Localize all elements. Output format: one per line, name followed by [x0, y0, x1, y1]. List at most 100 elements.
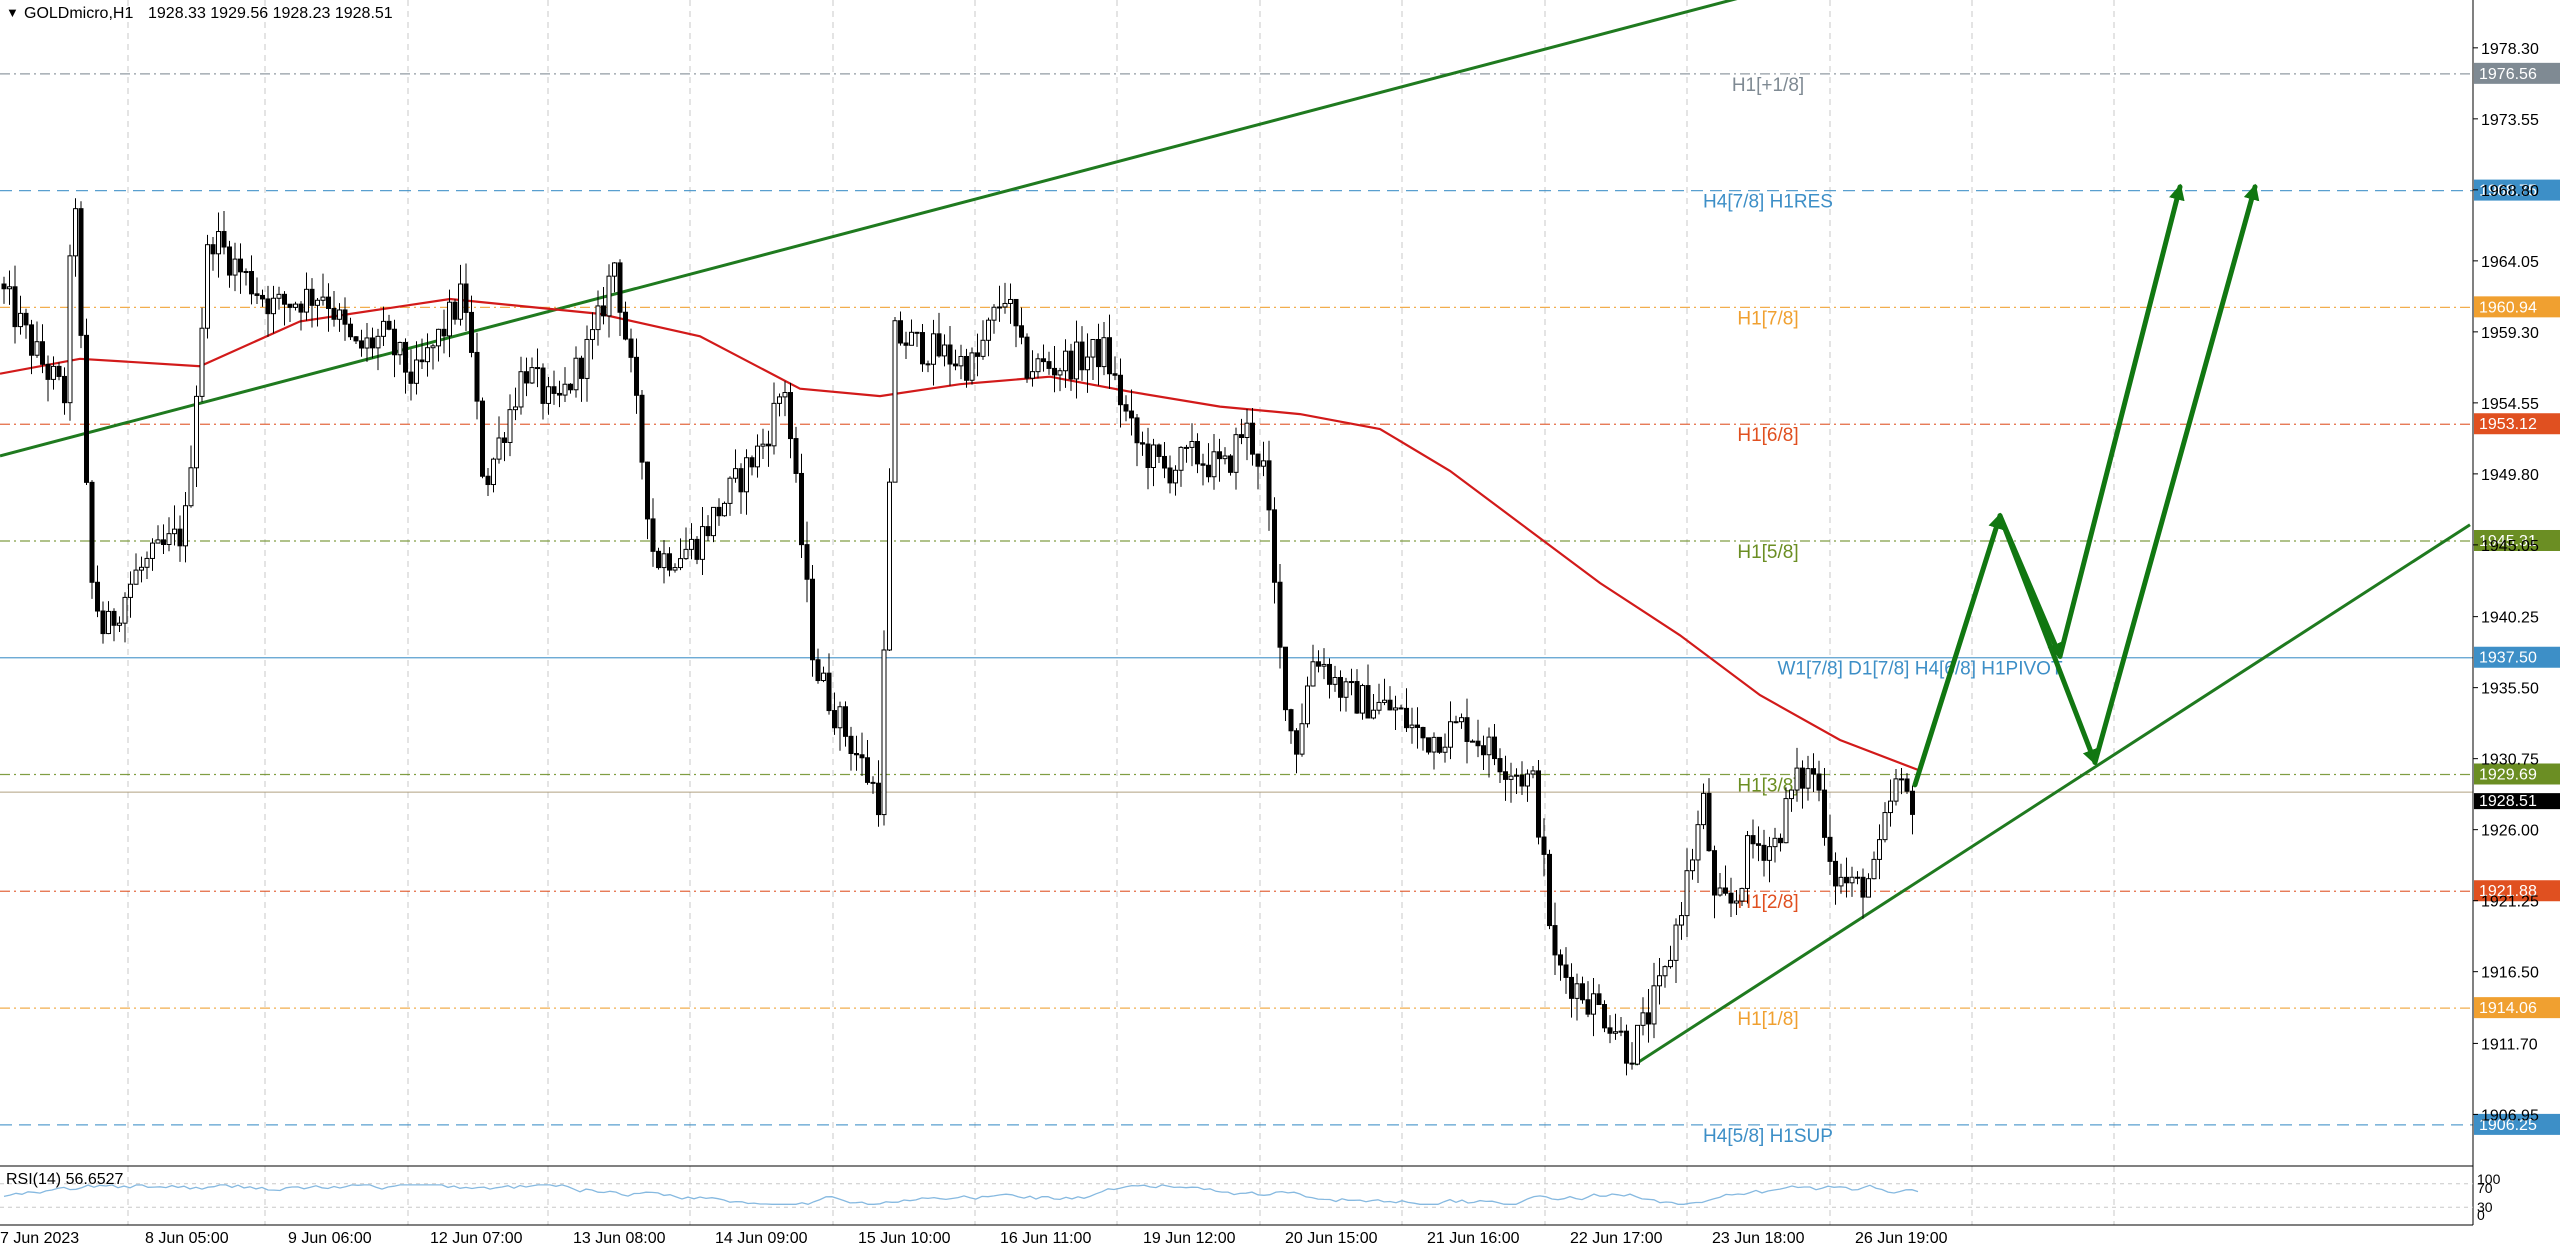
- candle-body: [84, 334, 89, 483]
- candle-body: [1134, 417, 1140, 444]
- x-tick-label: 26 Jun 19:00: [1855, 1230, 1948, 1247]
- candle-body: [969, 352, 975, 381]
- candle-body: [1767, 846, 1772, 861]
- projection-arrow[interactable]: [2092, 183, 2260, 765]
- y-tick-label: 1926.00: [2481, 823, 2539, 840]
- candle-body: [1591, 993, 1596, 1015]
- candle-body: [1338, 676, 1343, 698]
- rsi-level-100: 100: [2477, 1171, 2501, 1187]
- candle-body: [1382, 699, 1387, 703]
- candle-body: [1052, 367, 1057, 376]
- candle-body: [1409, 724, 1415, 729]
- projection-arrow[interactable]: [1912, 512, 2004, 788]
- candle-body: [397, 341, 403, 356]
- candle-body: [1239, 434, 1244, 439]
- rsi-level-30: 30: [2477, 1199, 2493, 1215]
- candle-body: [1690, 859, 1695, 872]
- candle-body: [419, 359, 425, 363]
- candle-body: [1486, 736, 1492, 756]
- candle-body: [1525, 773, 1530, 787]
- symbol-label: GOLDmicro,H1: [24, 5, 133, 22]
- candle-body: [502, 437, 507, 443]
- trendline[interactable]: [0, 0, 1760, 458]
- candle-body: [661, 553, 667, 569]
- candle-body: [1404, 707, 1409, 729]
- rsi-level-0: 0: [2477, 1207, 2485, 1223]
- candle-body: [1327, 663, 1332, 685]
- candle-body: [1393, 707, 1398, 711]
- candle-body: [1321, 663, 1327, 667]
- candle-body: [760, 443, 766, 447]
- candle-body: [1079, 341, 1085, 371]
- candle-body: [1794, 767, 1800, 791]
- candle-body: [1156, 444, 1162, 457]
- candle-body: [1514, 774, 1519, 777]
- candle-body: [1008, 298, 1013, 304]
- candle-body: [529, 367, 535, 384]
- price-tag-bg: [2474, 1113, 2560, 1135]
- candle-body: [1283, 646, 1288, 711]
- candle-body: [463, 283, 469, 313]
- candle-body: [1475, 740, 1481, 747]
- candle-body: [1838, 876, 1844, 887]
- candle-body: [1871, 858, 1877, 880]
- candle-body: [1206, 464, 1211, 478]
- candle-body: [23, 312, 29, 326]
- candle-body: [711, 506, 716, 537]
- candle-body: [1426, 737, 1431, 753]
- candle-body: [898, 320, 903, 344]
- projection-arrow[interactable]: [1997, 513, 2098, 766]
- candle-body: [727, 477, 733, 504]
- candle-body: [793, 438, 799, 474]
- candle-body: [997, 306, 1002, 309]
- candle-body: [1536, 770, 1541, 838]
- price-tag-bg: [2474, 529, 2560, 551]
- candle-body: [221, 231, 227, 248]
- candle-body: [876, 782, 881, 816]
- candle-body: [1910, 790, 1915, 815]
- candle-body: [265, 298, 271, 315]
- candle-body: [1266, 460, 1272, 511]
- candle-body: [34, 341, 40, 356]
- candle-body: [1739, 887, 1745, 902]
- candle-body: [45, 363, 51, 380]
- candle-body: [1255, 453, 1261, 467]
- price-tag-bg: [2474, 413, 2560, 435]
- candle-body: [375, 335, 381, 349]
- candle-body: [584, 338, 590, 379]
- candle-body: [518, 371, 524, 408]
- candle-body: [1893, 778, 1899, 802]
- candle-body: [1200, 463, 1206, 466]
- price-tag: 1937.50: [2479, 650, 2537, 667]
- candle-body: [1096, 338, 1101, 368]
- x-tick-label: 16 Jun 11:00: [1000, 1230, 1091, 1247]
- level-label: H4[5/8] H1SUP: [1703, 1126, 1833, 1147]
- trendline[interactable]: [1634, 523, 2471, 1066]
- candle-body: [931, 333, 936, 365]
- candle-body: [7, 286, 12, 290]
- candle-body: [1695, 824, 1701, 861]
- price-tag-bg: [2474, 179, 2560, 201]
- candle-body: [535, 367, 540, 370]
- candle-body: [694, 538, 700, 560]
- candle-body: [183, 505, 188, 547]
- candle-body: [1294, 730, 1299, 755]
- candle-body: [392, 328, 397, 356]
- candle-body: [628, 338, 634, 358]
- price-tag-bg: [2474, 880, 2560, 902]
- header-triangle-icon[interactable]: ▼: [6, 5, 19, 20]
- y-tick-label: 1930.75: [2481, 752, 2539, 769]
- projection-arrow[interactable]: [2057, 183, 2185, 659]
- candle-body: [1508, 775, 1514, 780]
- candle-body: [1618, 1030, 1624, 1033]
- candle-body: [1899, 778, 1904, 781]
- candle-body: [1228, 455, 1233, 473]
- x-tick-label: 13 Jun 08:00: [573, 1230, 666, 1247]
- candle-body: [199, 327, 205, 397]
- candle-body: [1866, 878, 1871, 898]
- candle-body: [1701, 792, 1706, 826]
- candle-body: [1074, 341, 1079, 380]
- candle-body: [1547, 853, 1552, 927]
